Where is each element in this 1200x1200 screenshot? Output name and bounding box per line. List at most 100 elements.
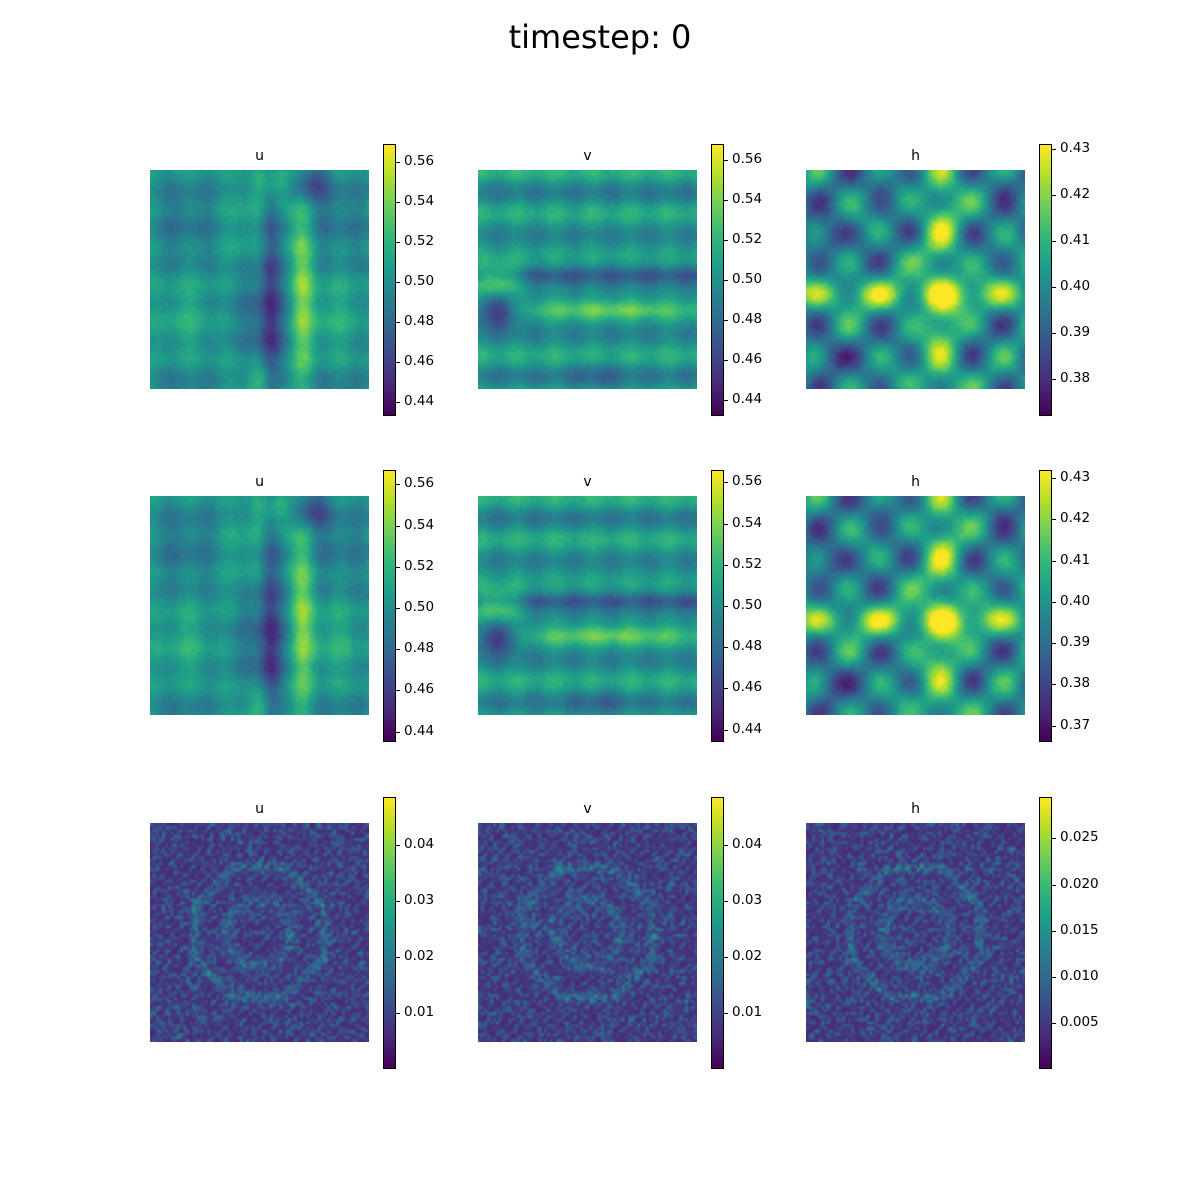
colorbar-tickmark: [1052, 726, 1056, 727]
colorbar-tickmark: [724, 565, 728, 566]
colorbar-tickmark: [724, 400, 728, 401]
colorbar: [383, 144, 396, 416]
colorbar-tick-label: 0.010: [1060, 968, 1099, 984]
colorbar: [711, 470, 724, 742]
colorbar-tick-label: 0.025: [1060, 829, 1099, 845]
colorbar: [711, 144, 724, 416]
colorbar-tickmark: [396, 690, 400, 691]
colorbar-tickmark: [1052, 379, 1056, 380]
colorbar-tick-label: 0.03: [732, 892, 763, 908]
heatmap-h-row1: [806, 496, 1025, 715]
colorbar-tick-label: 0.39: [1060, 324, 1091, 340]
colorbar-tickmark: [1052, 478, 1056, 479]
colorbar: [1039, 470, 1052, 742]
colorbar-tickmark: [396, 901, 400, 902]
colorbar-tickmark: [724, 688, 728, 689]
colorbar-tick-label: 0.44: [732, 721, 763, 737]
panel-title-h: h: [911, 148, 920, 164]
colorbar-tick-label: 0.52: [732, 556, 763, 572]
colorbar-tick-label: 0.54: [732, 515, 763, 531]
colorbar-tick-label: 0.56: [404, 475, 435, 491]
colorbar-tickmark: [724, 280, 728, 281]
colorbar-tick-label: 0.04: [404, 836, 435, 852]
colorbar-tick-label: 0.56: [732, 151, 763, 167]
colorbar-tickmark: [724, 730, 728, 731]
colorbar-tick-label: 0.38: [1060, 370, 1091, 386]
colorbar-tickmark: [1052, 931, 1056, 932]
colorbar-tickmark: [396, 732, 400, 733]
colorbar-tickmark: [396, 362, 400, 363]
heatmap-v-row1: [478, 496, 697, 715]
colorbar-tickmark: [724, 1013, 728, 1014]
colorbar-tick-label: 0.52: [404, 233, 435, 249]
colorbar-tickmark: [724, 606, 728, 607]
colorbar-tickmark: [1052, 643, 1056, 644]
panel-title-u: u: [255, 148, 264, 164]
colorbar-tick-label: 0.015: [1060, 922, 1099, 938]
colorbar-tick-label: 0.46: [732, 679, 763, 695]
colorbar-tickmark: [396, 322, 400, 323]
colorbar-tickmark: [396, 202, 400, 203]
colorbar-tick-label: 0.48: [404, 640, 435, 656]
colorbar-tick-label: 0.54: [404, 193, 435, 209]
colorbar-tick-label: 0.41: [1060, 232, 1091, 248]
colorbar-tick-label: 0.52: [732, 231, 763, 247]
heatmap-h-row2: [806, 823, 1025, 1042]
colorbar-tick-label: 0.50: [732, 271, 763, 287]
panel-title-u: u: [255, 474, 264, 490]
colorbar-tick-label: 0.37: [1060, 717, 1091, 733]
panel-title-v: v: [583, 801, 592, 817]
colorbar-tickmark: [1052, 885, 1056, 886]
colorbar: [711, 797, 724, 1069]
colorbar-tickmark: [1052, 287, 1056, 288]
colorbar-tick-label: 0.02: [404, 948, 435, 964]
colorbar-tickmark: [724, 647, 728, 648]
heatmap-u-row0: [150, 170, 369, 389]
colorbar-tickmark: [396, 957, 400, 958]
colorbar-tick-label: 0.52: [404, 558, 435, 574]
colorbar-tickmark: [396, 845, 400, 846]
colorbar-tick-label: 0.01: [404, 1004, 435, 1020]
colorbar-tick-label: 0.020: [1060, 876, 1099, 892]
colorbar-tickmark: [724, 160, 728, 161]
colorbar-tick-label: 0.50: [732, 597, 763, 613]
colorbar-tick-label: 0.48: [732, 638, 763, 654]
colorbar: [383, 797, 396, 1069]
colorbar-tickmark: [396, 567, 400, 568]
colorbar-tickmark: [396, 282, 400, 283]
colorbar-tickmark: [1052, 838, 1056, 839]
colorbar-tick-label: 0.50: [404, 599, 435, 615]
colorbar-tick-label: 0.41: [1060, 552, 1091, 568]
colorbar-tickmark: [396, 242, 400, 243]
colorbar-tick-label: 0.40: [1060, 278, 1091, 294]
colorbar-tick-label: 0.48: [732, 311, 763, 327]
colorbar-tick-label: 0.46: [404, 681, 435, 697]
colorbar-tick-label: 0.50: [404, 273, 435, 289]
colorbar-tick-label: 0.39: [1060, 634, 1091, 650]
heatmap-h-row0: [806, 170, 1025, 389]
colorbar-tick-label: 0.38: [1060, 675, 1091, 691]
panel-title-u: u: [255, 801, 264, 817]
colorbar-tick-label: 0.005: [1060, 1014, 1099, 1030]
colorbar-tick-label: 0.01: [732, 1004, 763, 1020]
heatmap-v-row0: [478, 170, 697, 389]
colorbar-tick-label: 0.43: [1060, 469, 1091, 485]
figure-title: timestep: 0: [508, 18, 692, 56]
colorbar-tick-label: 0.44: [404, 393, 435, 409]
colorbar-tick-label: 0.46: [732, 351, 763, 367]
colorbar-tickmark: [396, 649, 400, 650]
colorbar-tickmark: [396, 402, 400, 403]
colorbar-tickmark: [724, 957, 728, 958]
colorbar-tick-label: 0.03: [404, 892, 435, 908]
colorbar-tick-label: 0.44: [404, 723, 435, 739]
colorbar-tickmark: [396, 484, 400, 485]
colorbar-tickmark: [1052, 241, 1056, 242]
colorbar-tickmark: [1052, 977, 1056, 978]
colorbar-tick-label: 0.54: [404, 517, 435, 533]
colorbar-tickmark: [1052, 149, 1056, 150]
colorbar-tickmark: [1052, 602, 1056, 603]
colorbar-tickmark: [1052, 333, 1056, 334]
colorbar-tick-label: 0.42: [1060, 186, 1091, 202]
colorbar-tickmark: [396, 162, 400, 163]
colorbar: [1039, 144, 1052, 416]
